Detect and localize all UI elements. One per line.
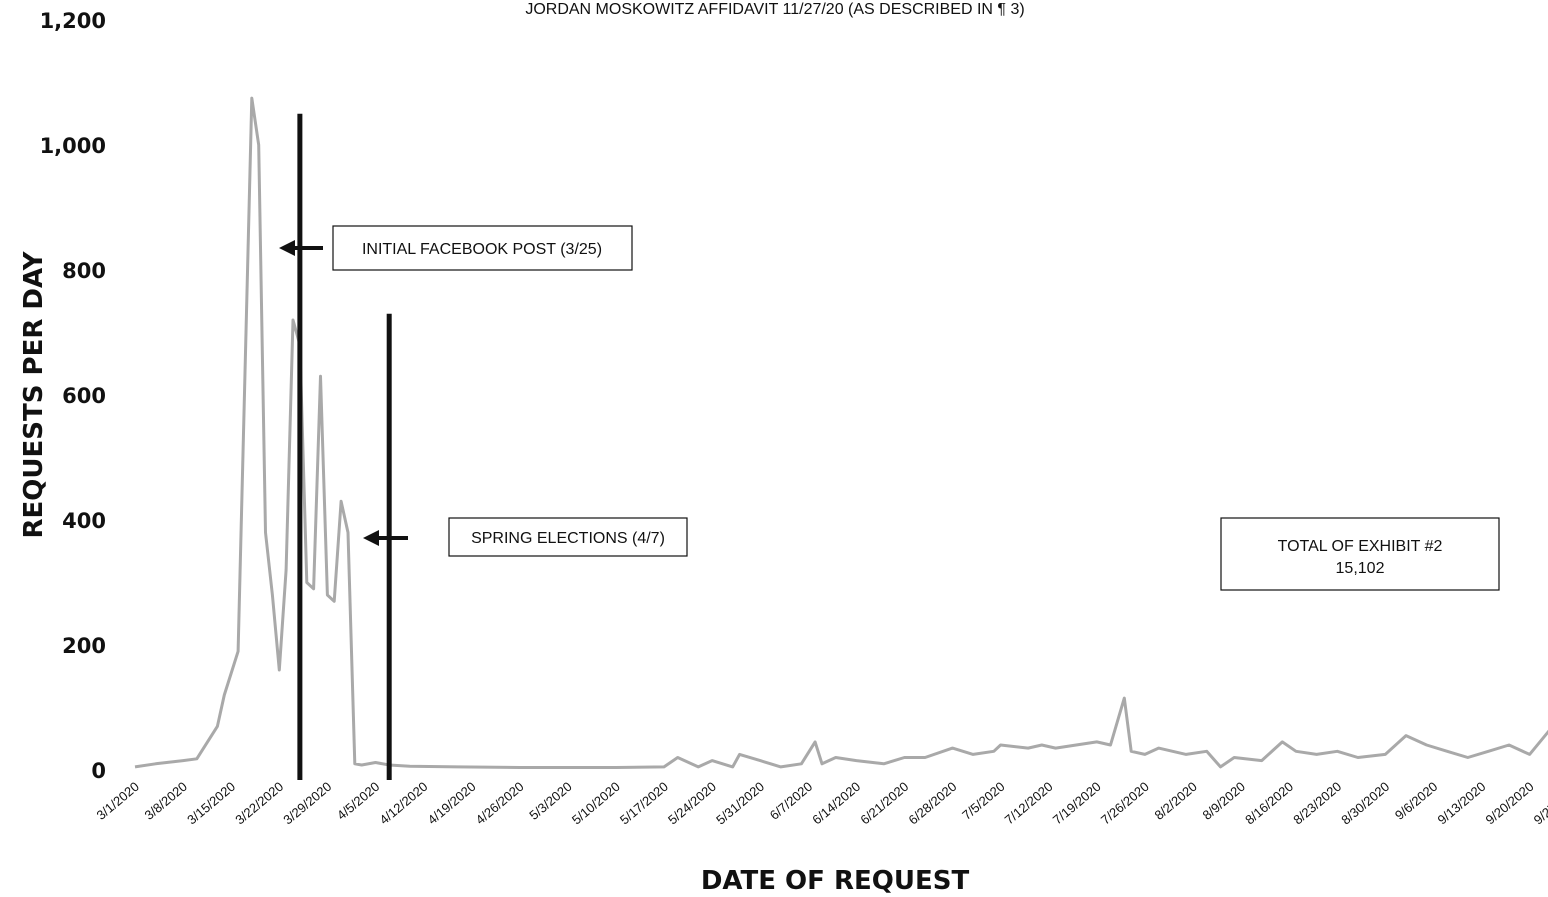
y-tick-label: 1,000 bbox=[40, 134, 106, 158]
x-axis-ticks: 3/1/2020 3/8/20203/15/20203/22/20203/29/2… bbox=[94, 779, 1548, 828]
x-tick-label: 6/21/2020 bbox=[857, 779, 911, 828]
x-tick-label: 4/5/2020 bbox=[334, 779, 382, 823]
y-tick-label: 600 bbox=[62, 384, 106, 408]
series-line bbox=[134, 96, 1548, 769]
y-axis-ticks: 0 200 400 600 800 1,000 1,200 bbox=[40, 9, 106, 783]
x-tick-label: 5/17/2020 bbox=[617, 779, 671, 828]
x-tick-label: 7/26/2020 bbox=[1098, 779, 1152, 828]
x-tick-label: 7/5/2020 bbox=[959, 779, 1007, 823]
summary-box: TOTAL OF EXHIBIT #2 15,102 bbox=[1220, 517, 1500, 591]
x-tick-label: 4/26/2020 bbox=[473, 779, 527, 828]
chart-title: JORDAN MOSKOWITZ AFFIDAVIT 11/27/20 (AS … bbox=[525, 1, 1024, 18]
x-tick-label: 4/12/2020 bbox=[377, 779, 431, 828]
x-tick-label: 3/22/2020 bbox=[232, 779, 286, 828]
facebook-post-annotation-box: INITIAL FACEBOOK POST (3/25) bbox=[332, 225, 633, 271]
x-tick-label: 6/7/2020 bbox=[767, 779, 815, 823]
x-tick-label: 8/16/2020 bbox=[1242, 779, 1296, 828]
y-tick-label: 800 bbox=[62, 259, 106, 283]
summary-box-total: 15,102 bbox=[1336, 560, 1385, 577]
facebook-post-annotation-text: INITIAL FACEBOOK POST (3/25) bbox=[362, 241, 602, 258]
spring-elections-annotation-text: SPRING ELECTIONS (4/7) bbox=[471, 530, 665, 547]
x-tick-label: 9/20/2020 bbox=[1483, 779, 1537, 828]
x-axis-title: DATE OF REQUEST bbox=[701, 866, 970, 896]
x-tick-label: 5/31/2020 bbox=[713, 779, 767, 828]
x-tick-label: 8/30/2020 bbox=[1338, 779, 1392, 828]
y-tick-label: 200 bbox=[62, 634, 106, 658]
x-tick-label: 8/9/2020 bbox=[1200, 779, 1248, 823]
x-tick-label: 6/14/2020 bbox=[809, 779, 863, 828]
x-tick-label: 3/8/2020 bbox=[142, 779, 190, 823]
spring-elections-annotation-box: SPRING ELECTIONS (4/7) bbox=[448, 517, 688, 557]
x-tick-label: 7/12/2020 bbox=[1002, 779, 1056, 828]
x-tick-label: 7/19/2020 bbox=[1050, 779, 1104, 828]
spring-elections-arrow-icon bbox=[363, 530, 408, 546]
y-tick-label: 0 bbox=[91, 759, 106, 783]
x-tick-label: 3/29/2020 bbox=[280, 779, 334, 828]
x-tick-label: 9/13/2020 bbox=[1434, 779, 1488, 828]
x-tick-label: 4/19/2020 bbox=[425, 779, 479, 828]
summary-box-label: TOTAL OF EXHIBIT #2 bbox=[1278, 538, 1443, 555]
x-tick-label: 8/2/2020 bbox=[1151, 779, 1199, 823]
y-tick-label: 400 bbox=[62, 509, 106, 533]
x-tick-label: 5/3/2020 bbox=[526, 779, 574, 823]
x-tick-label: 8/23/2020 bbox=[1290, 779, 1344, 828]
x-tick-label: 9/6/2020 bbox=[1392, 779, 1440, 823]
x-tick-label: 3/15/2020 bbox=[184, 779, 238, 828]
x-tick-label: 9/27/2020 bbox=[1531, 779, 1548, 828]
y-tick-label: 1,200 bbox=[40, 9, 106, 33]
x-tick-label: 3/1/2020 bbox=[94, 779, 142, 823]
y-axis-title: REQUESTS PER DAY bbox=[19, 250, 49, 538]
x-tick-label: 5/24/2020 bbox=[665, 779, 719, 828]
facebook-post-arrow-icon bbox=[279, 240, 323, 256]
x-tick-label: 5/10/2020 bbox=[569, 779, 623, 828]
x-tick-label: 6/28/2020 bbox=[906, 779, 960, 828]
